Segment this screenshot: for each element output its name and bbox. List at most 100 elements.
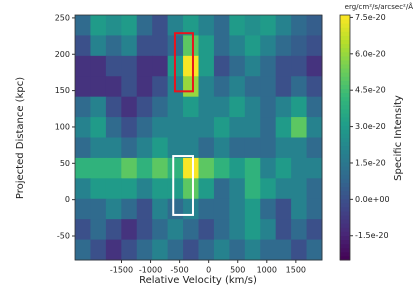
colorbar-segment xyxy=(340,239,350,245)
x-tick-label: -1500 xyxy=(110,266,133,275)
heatmap-cell xyxy=(260,157,277,179)
colorbar-tick-label: 3.0e-20 xyxy=(355,122,386,131)
heatmap-cell xyxy=(306,117,323,138)
heatmap-cell xyxy=(229,198,246,220)
heatmap-cell xyxy=(183,117,199,138)
heatmap-cell xyxy=(260,76,277,98)
heatmap-cell xyxy=(260,117,277,138)
heatmap-cell xyxy=(136,239,153,261)
colorbar-segment xyxy=(340,47,350,53)
colorbar-tick-label: 0.0e+00 xyxy=(355,195,390,204)
heatmap-cell xyxy=(121,157,138,179)
heatmap-cell xyxy=(291,35,308,57)
plot-frame xyxy=(74,14,323,261)
heatmap-cell xyxy=(229,137,246,159)
colorbar-frame xyxy=(339,14,351,261)
heatmap-cell xyxy=(198,198,215,220)
heatmap-cell xyxy=(275,76,292,98)
colorbar-segment xyxy=(340,219,350,224)
heatmap-cell xyxy=(121,178,138,200)
colorbar-tick-label: 7.5e-20 xyxy=(355,13,386,22)
colorbar-segment xyxy=(340,19,350,24)
colorbar-segment xyxy=(340,59,350,65)
colorbar-segment xyxy=(340,108,350,114)
heatmap-cell xyxy=(244,157,261,179)
heatmap-cell xyxy=(105,35,122,57)
heatmap-cell xyxy=(229,178,246,200)
heatmap-cell xyxy=(244,55,261,77)
heatmap-cell xyxy=(244,76,261,98)
heatmap-cell xyxy=(291,96,308,118)
heatmap-cell xyxy=(229,35,246,57)
heatmap-cell xyxy=(244,198,261,220)
colorbar-segment xyxy=(340,141,350,147)
heatmap-cell xyxy=(183,55,199,77)
colorbar-segment xyxy=(340,215,350,220)
heatmap-cell xyxy=(183,15,199,36)
heatmap-cell xyxy=(75,137,91,159)
colorbar-segment xyxy=(340,251,350,257)
heatmap-cell xyxy=(152,76,169,98)
heatmap-cell xyxy=(306,157,323,179)
heatmap-cell xyxy=(275,117,292,138)
heatmap-cell xyxy=(198,137,215,159)
colorbar-segment xyxy=(340,129,350,134)
heatmap-cell xyxy=(105,157,122,179)
heatmap-cell xyxy=(213,55,230,77)
heatmap-cell xyxy=(198,219,215,241)
colorbar-segment xyxy=(340,198,350,204)
colorbar-segment xyxy=(340,153,350,159)
heatmap-cell xyxy=(121,96,138,118)
heatmap-cell xyxy=(105,15,122,36)
heatmap-cell xyxy=(291,137,308,159)
heatmap-cell xyxy=(105,198,122,220)
heatmap-cell xyxy=(306,15,323,36)
x-tick-label: 0 xyxy=(206,266,211,275)
colorbar-segment xyxy=(340,51,350,57)
heatmap-cell xyxy=(229,219,246,241)
heatmap-cell xyxy=(167,198,184,220)
colorbar-segment xyxy=(340,145,350,151)
colorbar-segment xyxy=(340,174,350,179)
colorbar-segment xyxy=(340,194,350,200)
colorbar-segment xyxy=(340,121,350,126)
colorbar-segment xyxy=(340,39,350,45)
annotation-box xyxy=(173,32,194,93)
heatmap-cell xyxy=(121,15,138,36)
colorbar-segment xyxy=(340,80,350,85)
heatmap-cell xyxy=(306,35,323,57)
heatmap-cell xyxy=(183,76,199,98)
heatmap-cell xyxy=(275,55,292,77)
heatmap-cell xyxy=(213,15,230,36)
heatmap-cell xyxy=(90,198,107,220)
heatmap-cell xyxy=(183,137,199,159)
heatmap-cell xyxy=(90,137,107,159)
heatmap-cell xyxy=(121,219,138,241)
colorbar-segment xyxy=(340,55,350,61)
y-tick-label: 200 xyxy=(55,50,70,59)
heatmap-cell xyxy=(167,219,184,241)
y-tick-label: -50 xyxy=(57,232,70,241)
heatmap-cell xyxy=(90,219,107,241)
colorbar-segment xyxy=(340,157,350,163)
colorbar-segment xyxy=(340,117,350,122)
heatmap-cell xyxy=(167,96,184,118)
heatmap-cell xyxy=(244,35,261,57)
colorbar-segment xyxy=(340,15,350,20)
y-tick-label: 250 xyxy=(55,13,70,22)
heatmap-cell xyxy=(275,137,292,159)
colorbar-segment xyxy=(340,43,350,49)
y-tick-label: 0 xyxy=(65,195,70,204)
heatmap-cell xyxy=(105,137,122,159)
heatmap-cell xyxy=(183,35,199,57)
heatmap-cell xyxy=(152,137,169,159)
heatmap-cell xyxy=(136,35,153,57)
colorbar-segment xyxy=(340,255,350,261)
heatmap-cell xyxy=(105,55,122,77)
colorbar-segment xyxy=(340,223,350,228)
heatmap-cell xyxy=(291,198,308,220)
heatmap-cell xyxy=(183,157,199,179)
heatmap-cell xyxy=(229,117,246,138)
heatmap-cell xyxy=(136,15,153,36)
heatmap-cell xyxy=(75,117,91,138)
